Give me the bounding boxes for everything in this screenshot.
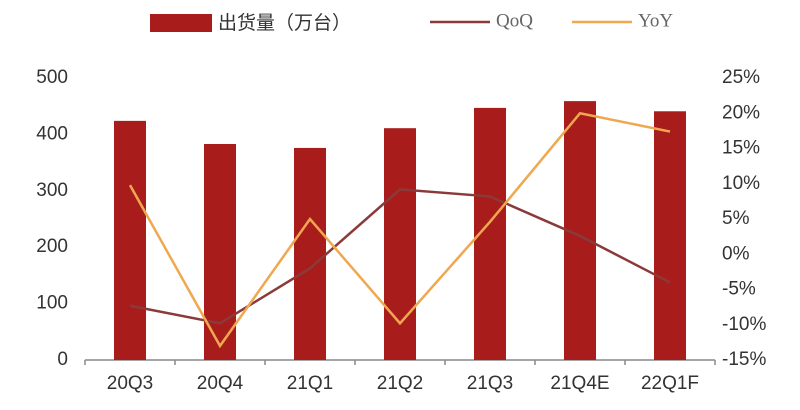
bar [654,111,686,360]
bar [294,147,326,360]
y2-tick-label: 15% [722,138,760,159]
y-tick-label: 0 [57,349,68,370]
y-tick-label: 300 [36,180,68,201]
y2-tick-label: 10% [722,173,760,194]
y2-tick-label: -15% [722,349,766,370]
bar [114,120,146,360]
y2-tick-label: 5% [722,208,750,229]
y2-tick-label: -5% [722,279,756,300]
x-tick-label: 21Q3 [467,373,513,394]
y-tick-label: 500 [36,67,68,88]
y-tick-label: 400 [36,123,68,144]
bar [384,128,416,360]
line-series [129,188,671,325]
y2-tick-label: 0% [722,243,750,264]
line-series [128,111,671,349]
x-tick-label: 21Q2 [377,373,423,394]
x-tick-label: 22Q1F [641,373,699,394]
y-tick-label: 200 [36,236,68,257]
legend-swatch [150,14,212,32]
x-tick-label: 21Q1 [287,373,333,394]
legend-label: YoY [638,10,673,31]
y2-tick-label: 25% [722,67,760,88]
x-tick-label: 20Q4 [197,373,244,394]
legend-label: QoQ [496,10,533,31]
y2-tick-label: 20% [722,102,760,123]
y-tick-label: 100 [36,293,68,314]
y2-tick-label: -10% [722,314,766,335]
legend-label: 出货量（万台） [218,12,351,34]
x-tick-label: 20Q3 [107,373,153,394]
x-tick-label: 21Q4E [550,373,609,394]
